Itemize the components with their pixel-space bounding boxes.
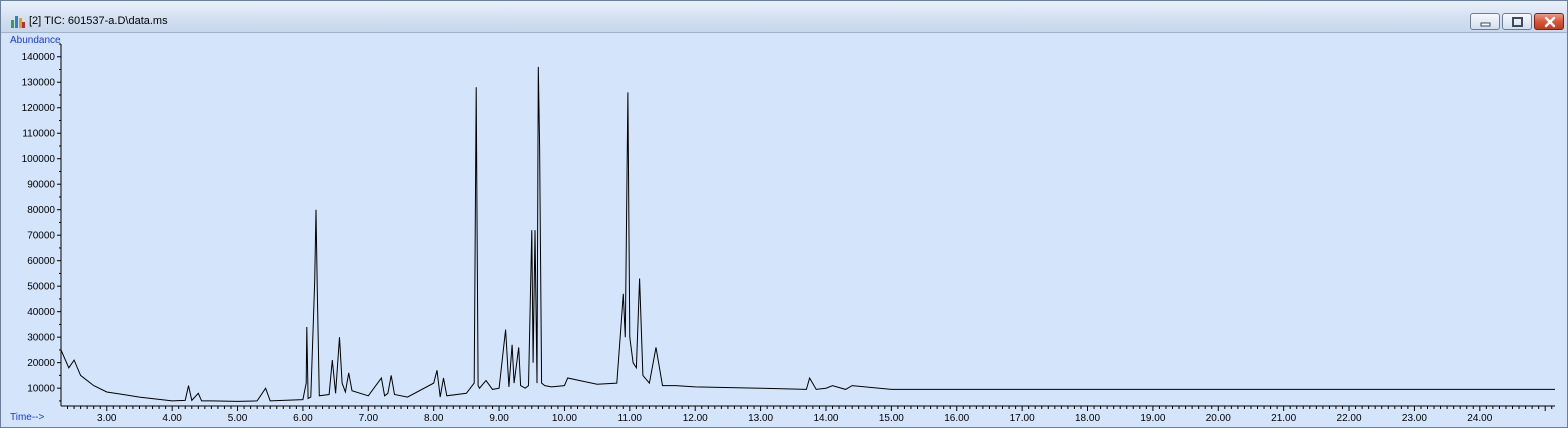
y-tick-label: 110000 bbox=[22, 129, 55, 140]
title-bar[interactable]: [2] TIC: 601537-a.D\data.ms bbox=[1, 1, 1567, 33]
y-tick-label: 40000 bbox=[27, 307, 55, 318]
maximize-button[interactable] bbox=[1502, 13, 1532, 30]
maximize-icon bbox=[1512, 17, 1523, 27]
y-tick-label: 140000 bbox=[22, 52, 56, 63]
x-tick-label: 14.00 bbox=[813, 413, 838, 424]
x-tick-label: 23.00 bbox=[1402, 413, 1427, 424]
tic-chromatogram-chart: Abundance Time--> 10000 20000 30000 40000 50… bbox=[10, 35, 1555, 424]
x-tick-label: 6.00 bbox=[293, 413, 313, 424]
app-icon bbox=[11, 16, 25, 28]
y-tick-label: 30000 bbox=[27, 333, 55, 344]
x-tick-label: 16.00 bbox=[944, 413, 969, 424]
y-tick-label: 90000 bbox=[27, 180, 55, 191]
x-tick-label: 18.00 bbox=[1075, 413, 1100, 424]
close-button[interactable] bbox=[1534, 13, 1564, 30]
y-tick-label: 10000 bbox=[27, 384, 55, 395]
x-tick-label: 12.00 bbox=[683, 413, 708, 424]
minimize-icon bbox=[1480, 22, 1491, 27]
x-tick-label: 5.00 bbox=[228, 413, 248, 424]
x-axis-label: Time--> bbox=[10, 412, 45, 423]
x-tick-label: 13.00 bbox=[748, 413, 773, 424]
y-tick-label: 50000 bbox=[27, 282, 55, 293]
x-tick-label: 7.00 bbox=[359, 413, 379, 424]
x-tick-label: 10.00 bbox=[552, 413, 577, 424]
x-ticks: 3.00 4.00 5.00 6.00 7.00 8.00 9.00 10.00 11.00 12… bbox=[67, 406, 1553, 424]
x-tick-label: 3.00 bbox=[97, 413, 117, 424]
x-tick-label: 9.00 bbox=[489, 413, 509, 424]
y-tick-label: 20000 bbox=[27, 358, 55, 369]
x-tick-label: 24.00 bbox=[1467, 413, 1492, 424]
x-tick-label: 15.00 bbox=[879, 413, 904, 424]
y-tick-label: 60000 bbox=[27, 256, 55, 267]
y-tick-label: 130000 bbox=[22, 78, 56, 89]
x-tick-label: 17.00 bbox=[1010, 413, 1035, 424]
y-tick-label: 100000 bbox=[22, 154, 56, 165]
close-icon bbox=[1544, 16, 1556, 28]
x-tick-label: 20.00 bbox=[1206, 413, 1231, 424]
y-tick-label: 80000 bbox=[27, 205, 55, 216]
tic-trace-line bbox=[60, 66, 1555, 402]
x-tick-label: 4.00 bbox=[162, 413, 182, 424]
x-tick-label: 22.00 bbox=[1337, 413, 1362, 424]
x-tick-label: 19.00 bbox=[1140, 413, 1165, 424]
x-tick-label: 8.00 bbox=[424, 413, 444, 424]
x-tick-label: 21.00 bbox=[1271, 413, 1296, 424]
y-ticks: 10000 20000 30000 40000 50000 60000 70000 80000… bbox=[22, 43, 61, 402]
minimize-button[interactable] bbox=[1470, 13, 1500, 30]
x-tick-label: 11.00 bbox=[618, 413, 643, 424]
y-tick-label: 120000 bbox=[22, 103, 56, 114]
chart-panel: Abundance Time--> 10000 20000 30000 40000 50… bbox=[3, 34, 1565, 427]
y-axis-label: Abundance bbox=[10, 35, 61, 46]
y-tick-label: 70000 bbox=[27, 231, 55, 242]
window-title: [2] TIC: 601537-a.D\data.ms bbox=[29, 15, 168, 27]
